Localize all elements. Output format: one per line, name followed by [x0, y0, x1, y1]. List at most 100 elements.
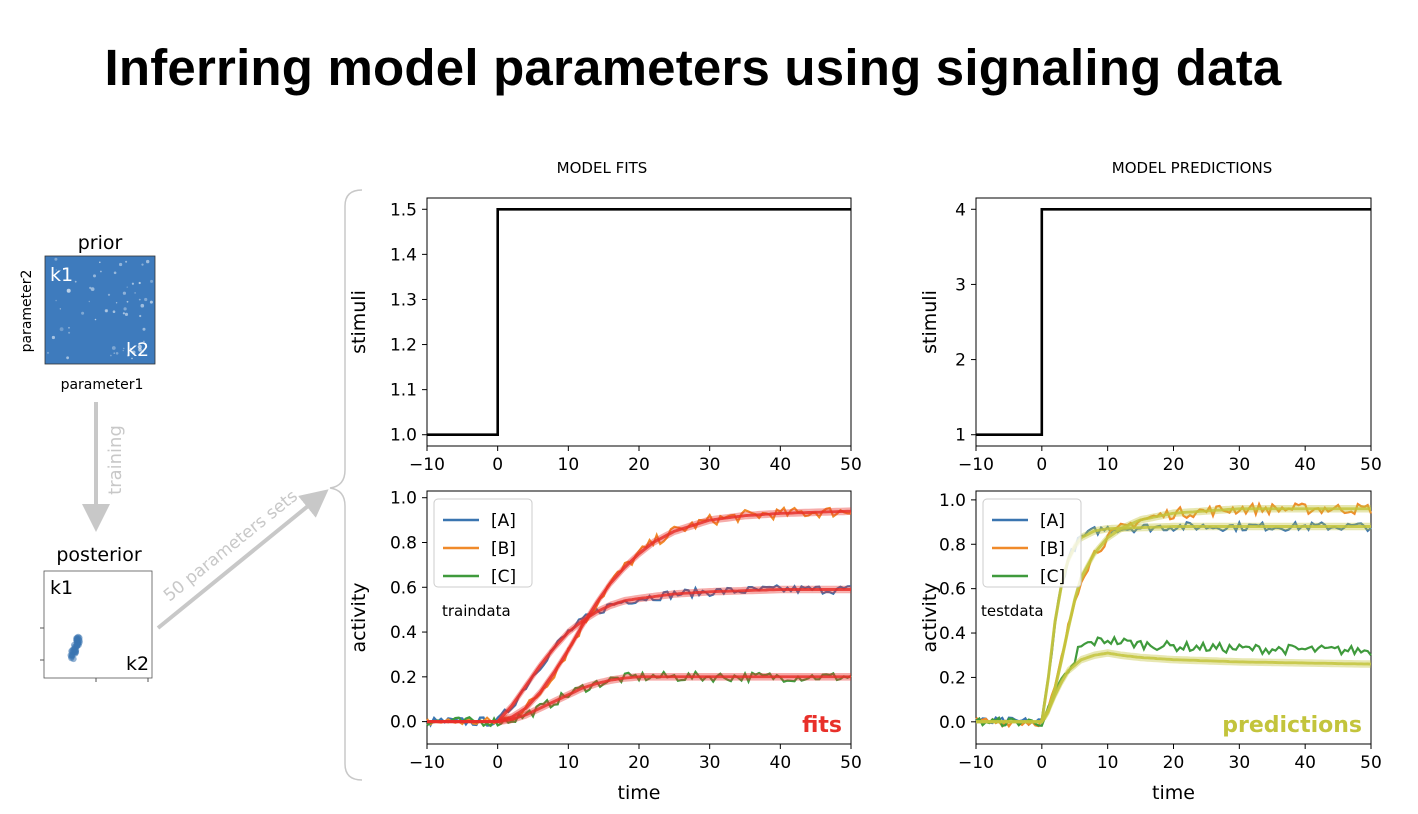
stimulus-line: [427, 208, 851, 436]
x-tick-label: 40: [1294, 455, 1316, 475]
prior-k2-label: k2: [126, 339, 149, 361]
y-tick-label: 1.0: [390, 426, 417, 446]
stimulus-line: [976, 208, 1371, 436]
bracket: [329, 189, 363, 781]
prior-speckle: [140, 303, 145, 308]
parameter-sets-arrow: [156, 489, 329, 630]
prior-speckle: [141, 350, 144, 353]
prior-speckle: [89, 286, 92, 289]
prior-speckle: [139, 314, 142, 318]
x-tick-label: 10: [558, 455, 580, 475]
prior-speckle: [112, 310, 116, 314]
prior-speckle: [141, 263, 144, 266]
prior-title: prior: [78, 232, 123, 254]
legend: [A] [B] [C]: [433, 498, 533, 588]
posterior-k1-label: k1: [50, 577, 73, 599]
prior-speckle: [126, 354, 130, 357]
plot-frame: [975, 197, 1372, 447]
x-tick-label: 20: [1163, 455, 1185, 475]
x-tick-label: 40: [1294, 753, 1316, 773]
prior-heatmap: [44, 255, 156, 365]
legend-box: [982, 498, 1082, 588]
prior-speckle: [150, 279, 154, 283]
x-tick-label: 0: [492, 455, 503, 475]
x-tick-label: 0: [1036, 455, 1047, 475]
prior-speckle: [115, 302, 118, 304]
prior-speckle: [131, 357, 133, 360]
x-tick-label: 30: [1229, 455, 1251, 475]
legend-label-c: [C]: [1040, 567, 1065, 587]
model-fits-header: MODEL FITS: [557, 159, 648, 177]
y-tick-label: 1.0: [939, 491, 966, 511]
y-tick-label: 0.4: [390, 623, 417, 643]
prior-speckle: [129, 347, 132, 350]
x-tick-label: 20: [1163, 753, 1185, 773]
x-tick-label: 50: [840, 753, 862, 773]
prior-speckle: [122, 312, 125, 315]
x-tick-label: 50: [1360, 753, 1382, 773]
chart-predictions-stimuli: −10 0 10 20 30 40 50 1 2 3 4 stimuli: [919, 197, 1382, 475]
x-tick-label: 30: [1229, 753, 1251, 773]
posterior-title: posterior: [56, 544, 141, 566]
prior-speckle: [54, 257, 58, 261]
prior-speckle: [74, 280, 77, 283]
prior-speckle: [142, 327, 146, 331]
prior-speckle: [126, 300, 129, 303]
prior-speckle: [131, 350, 136, 355]
x-tick-label: −10: [409, 753, 445, 773]
x-tick-label: 50: [1360, 455, 1382, 475]
x-tick-label: 10: [1097, 753, 1119, 773]
prior-speckle: [149, 300, 153, 304]
y-tick-label: 1.0: [390, 489, 417, 509]
prediction-curve-c: [976, 649, 1371, 723]
x-tick-label: 20: [628, 753, 650, 773]
fit-curve-c: [427, 675, 851, 724]
prior-speckle: [143, 340, 145, 343]
y-tick-label: 1: [955, 426, 966, 446]
y-tick-label: 1.5: [390, 200, 417, 220]
y-tick-label: 0.6: [390, 578, 417, 598]
prior-speckle: [124, 312, 129, 316]
y-tick-label: 0.2: [939, 668, 966, 688]
chart-predictions-activity: −10 0 10 20 30 40 50 0.0 0.2 0.4 0.6 0.8 1.0 activity…: [919, 490, 1382, 804]
posterior-sample: [72, 648, 79, 655]
data-annotation: traindata: [442, 602, 511, 620]
x-tick-label: −10: [958, 455, 994, 475]
y-tick-label: 0.0: [939, 713, 966, 733]
prior-speckle: [123, 347, 125, 350]
legend-label-a: [A]: [491, 511, 516, 531]
y-tick-label: 0.2: [390, 668, 417, 688]
y-tick-label: 1.2: [390, 336, 417, 356]
posterior-plot: [43, 570, 153, 679]
prior-speckle: [100, 270, 102, 273]
x-tick-label: −10: [958, 753, 994, 773]
data-annotation: testdata: [981, 602, 1044, 620]
prior-speckles: [47, 257, 154, 360]
x-tick-label: 50: [840, 455, 862, 475]
x-tick-label: 40: [770, 753, 792, 773]
prior-speckle: [125, 260, 128, 263]
prior-speckle: [144, 297, 148, 302]
x-axis-label: time: [618, 782, 661, 804]
x-axis-label: time: [1152, 782, 1195, 804]
fits-label: fits: [802, 713, 842, 738]
prior-speckle: [68, 326, 70, 329]
prior-speckle: [137, 344, 142, 349]
x-tick-label: 10: [1097, 455, 1119, 475]
x-tick-label: 40: [770, 455, 792, 475]
y-axis-label: activity: [348, 582, 370, 652]
prediction-curve-c: [976, 651, 1372, 724]
x-tick-label: 0: [492, 753, 503, 773]
prior-speckle: [107, 293, 111, 296]
y-tick-label: 0.0: [390, 713, 417, 733]
prior-speckle: [59, 327, 64, 332]
prior-speckle: [138, 348, 142, 352]
y-tick-label: 0.8: [390, 533, 417, 553]
y-tick-label: 3: [955, 275, 966, 295]
prior-speckle: [122, 349, 125, 352]
prior-speckle: [66, 288, 71, 293]
prior-speckle: [94, 318, 97, 321]
x-tick-label: 20: [628, 455, 650, 475]
x-tick-label: 10: [558, 753, 580, 773]
parameter1-label: parameter1: [61, 377, 144, 393]
